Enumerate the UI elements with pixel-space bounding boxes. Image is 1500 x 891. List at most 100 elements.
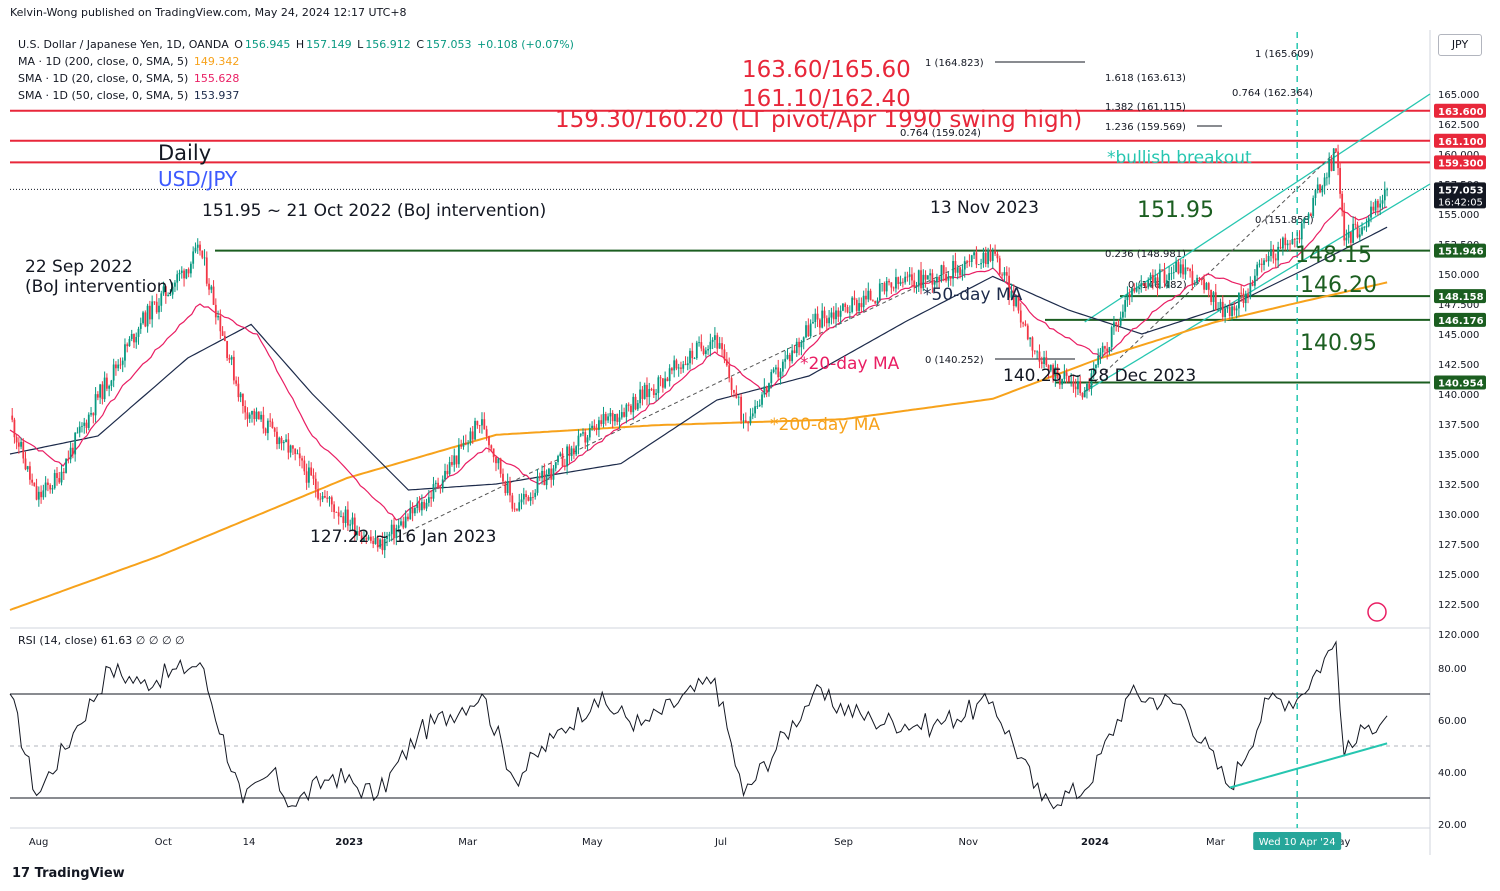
candle-body — [1001, 274, 1004, 276]
candle-body — [994, 251, 996, 254]
candle-body — [1379, 203, 1382, 208]
candle-body — [321, 496, 324, 500]
candle-body — [793, 350, 796, 354]
candle-body — [379, 539, 381, 548]
candle-body — [1347, 232, 1350, 238]
candle-body — [513, 508, 516, 510]
candle-body — [124, 344, 126, 361]
candle-body — [180, 270, 183, 273]
price-axis-tag-label: 163.600 — [1438, 107, 1484, 118]
rsi-legend[interactable]: RSI (14, close) 61.63 ∅ ∅ ∅ ∅ — [18, 634, 185, 647]
candle-body — [353, 517, 356, 536]
candle-body — [1247, 293, 1249, 297]
candle-body — [933, 282, 936, 285]
candle-body — [99, 384, 102, 398]
candle-body — [926, 275, 929, 280]
candle-body — [695, 342, 698, 359]
fib-label: 0 (140.252) — [925, 355, 984, 366]
channel-line — [1084, 151, 1337, 392]
candle-body — [226, 341, 229, 359]
candle-body — [1191, 271, 1194, 286]
candle-body — [319, 498, 322, 500]
candle-body — [721, 343, 723, 350]
candle-body — [1056, 367, 1059, 379]
candle-body — [26, 466, 29, 470]
chart-annotation: *200-day MA — [770, 415, 880, 435]
candle-body — [1061, 379, 1064, 385]
candle-body — [1117, 324, 1120, 326]
candle-body — [911, 274, 913, 281]
candle-body — [713, 335, 716, 340]
candle-body — [418, 503, 421, 511]
candle-body — [49, 484, 52, 490]
candle-body — [340, 516, 342, 518]
price-axis-tag-label: 161.100 — [1438, 137, 1484, 148]
candle-body — [242, 393, 244, 406]
price-tick-label: 130.000 — [1438, 510, 1479, 521]
candle-body — [1024, 323, 1027, 326]
price-axis-tag-label: 157.053 — [1438, 185, 1484, 196]
candle-body — [469, 431, 472, 444]
candle-body — [1033, 350, 1036, 352]
candle-body — [1147, 280, 1150, 288]
candle-body — [287, 439, 290, 453]
candle-body — [115, 364, 117, 369]
currency-selector[interactable]: JPY — [1438, 34, 1482, 56]
candle-body — [83, 422, 86, 426]
candle-body — [582, 432, 584, 434]
candle-body — [1177, 262, 1180, 274]
candle-body — [559, 453, 562, 456]
candle-body — [1270, 249, 1272, 256]
candle-body — [201, 250, 204, 258]
candle-body — [1263, 260, 1265, 265]
candle-body — [652, 389, 655, 395]
candle-body — [448, 462, 451, 475]
candle-body — [761, 394, 763, 405]
candle-body — [534, 492, 537, 498]
price-tick-label: 132.500 — [1438, 480, 1479, 491]
price-tick-label: 162.500 — [1438, 120, 1479, 131]
candle-body — [478, 425, 481, 427]
candle-body — [885, 280, 888, 292]
candle-body — [1031, 337, 1034, 351]
chart-annotation: 146.20 — [1300, 273, 1377, 298]
candle-body — [742, 420, 745, 422]
candle-body — [509, 481, 511, 496]
candle-body — [212, 286, 215, 305]
candle-body — [666, 378, 669, 382]
time-tick-label: Mar — [1206, 837, 1226, 848]
candle-body — [74, 432, 77, 455]
candle-body — [1092, 367, 1095, 374]
candle-body — [1286, 243, 1289, 246]
lightning-icon — [1367, 602, 1387, 622]
candle-body — [223, 335, 226, 342]
candle-body — [1352, 223, 1355, 243]
candle-body — [800, 341, 803, 348]
candle-body — [1298, 238, 1301, 240]
legend-sma50-row[interactable]: SMA · 1D (50, close, 0, SMA, 5) 153.937 — [18, 87, 576, 104]
candle-body — [536, 476, 539, 493]
candle-body — [677, 367, 680, 369]
candle-body — [1017, 296, 1020, 311]
publisher-line: Kelvin-Wong published on TradingView.com… — [10, 6, 407, 19]
candle-body — [818, 319, 821, 328]
candle-body — [952, 261, 954, 279]
candle-body — [488, 436, 490, 446]
candle-body — [772, 369, 775, 373]
candle-body — [437, 482, 439, 488]
legend-sma20-row[interactable]: SMA · 1D (20, close, 0, SMA, 5) 155.628 — [18, 70, 576, 87]
candle-body — [671, 368, 673, 371]
candle-body — [956, 267, 959, 273]
candle-body — [1267, 256, 1270, 262]
candle-body — [1291, 239, 1294, 245]
candle-body — [1231, 306, 1233, 316]
candle-body — [1226, 307, 1229, 309]
legend-low: 156.912 — [365, 38, 411, 51]
candle-body — [1099, 352, 1102, 356]
candle-body — [1193, 283, 1196, 286]
candle-body — [90, 413, 92, 415]
candle-body — [153, 301, 156, 303]
legend-ma200-row[interactable]: MA · 1D (200, close, 0, SMA, 5) 149.342 — [18, 53, 576, 70]
candle-body — [33, 482, 36, 487]
